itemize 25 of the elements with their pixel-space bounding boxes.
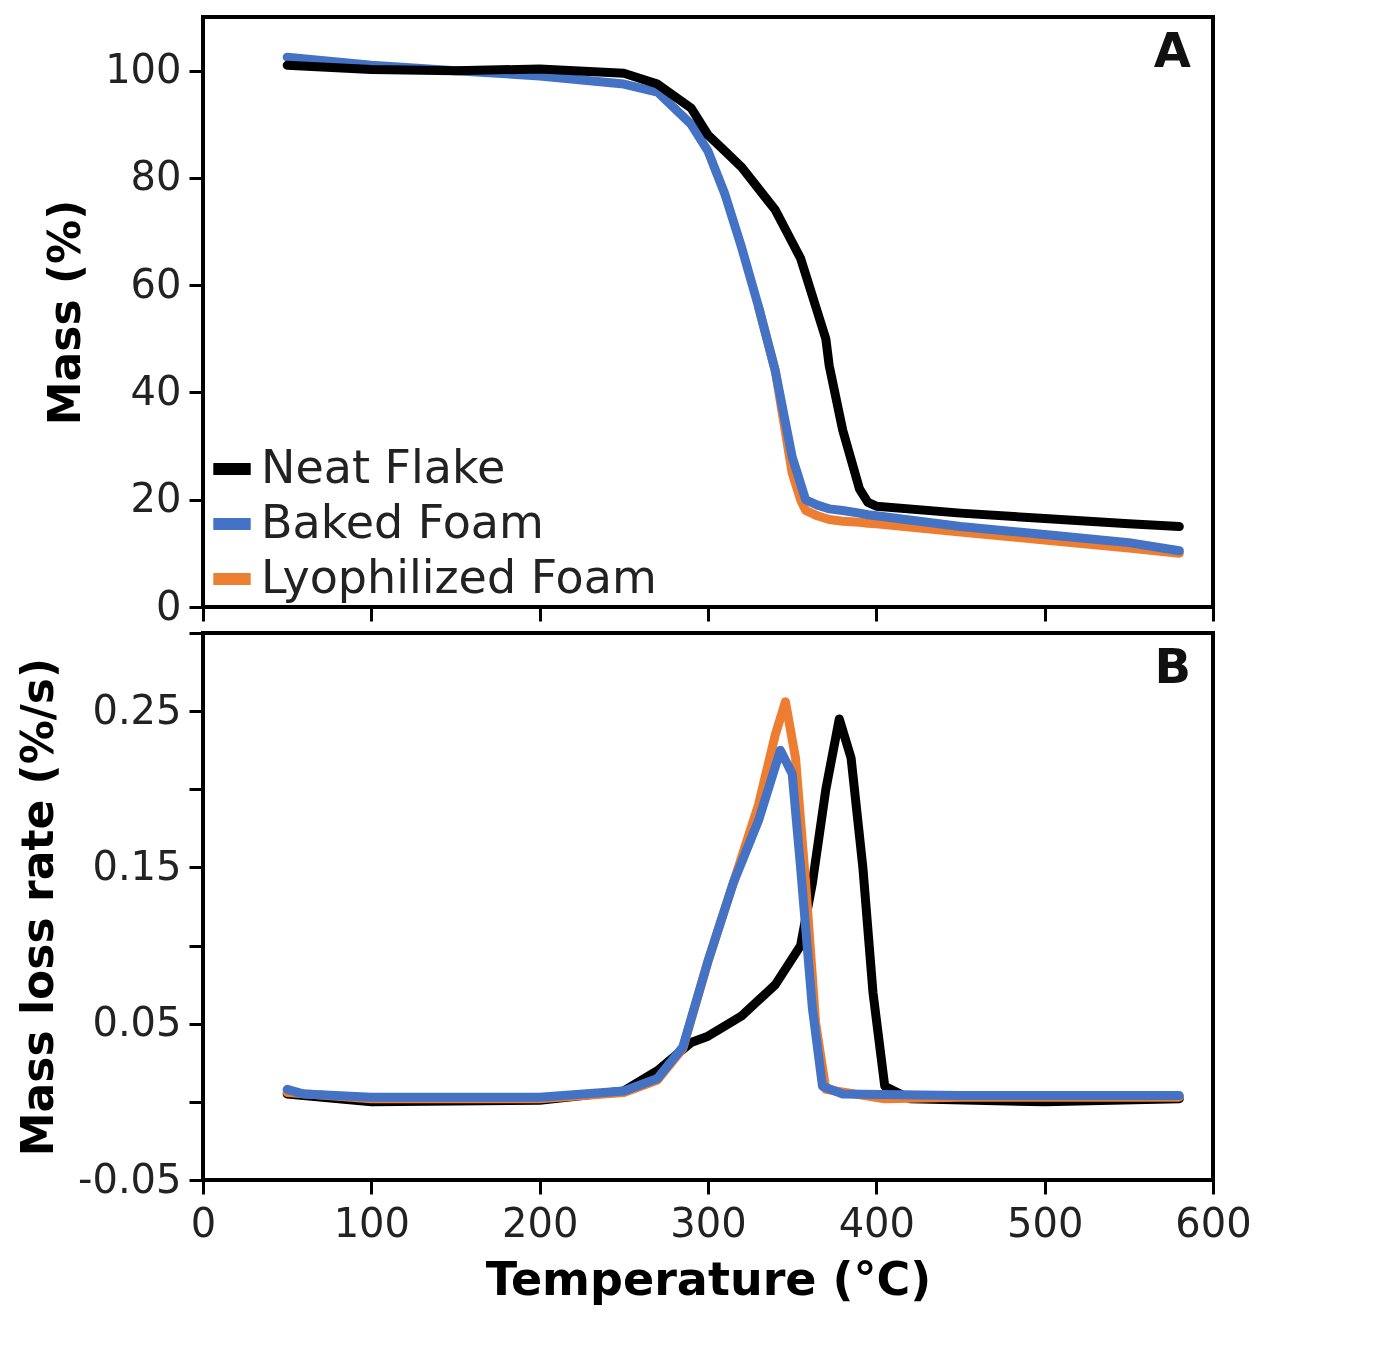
x-tick-label: 200: [501, 1199, 579, 1246]
x-axis-title: Temperature (°C): [485, 1251, 932, 1306]
y-tick-label: 0.05: [92, 999, 182, 1046]
legend-label: Lyophilized Foam: [261, 550, 657, 604]
x-tick-label: 300: [670, 1199, 747, 1246]
y-tick-label: 0: [156, 582, 182, 629]
y-tick-label: 60: [130, 260, 182, 307]
annotation: B: [1154, 638, 1191, 694]
y-axis-title: Mass (%): [39, 199, 91, 426]
x-tick-label: 0: [190, 1199, 217, 1246]
x-tick-label: 100: [333, 1199, 411, 1246]
y-axis-title: Mass loss rate (%/s): [12, 657, 63, 1157]
y-tick-label: 20: [130, 475, 182, 522]
y-tick-label: 80: [130, 153, 182, 200]
y-tick-label: 40: [130, 367, 182, 414]
annotation: A: [1153, 22, 1191, 78]
legend-label: Neat Flake: [261, 440, 506, 494]
legend-label: Baked Foam: [261, 495, 544, 549]
y-tick-label: 0.15: [92, 842, 182, 889]
y-tick-label: 0.25: [92, 686, 182, 733]
x-tick-label: 400: [838, 1199, 916, 1246]
x-tick-label: 600: [1175, 1199, 1252, 1246]
y-tick-label: -0.05: [78, 1155, 182, 1202]
y-tick-label: 100: [105, 46, 182, 93]
x-tick-label: 500: [1006, 1199, 1084, 1246]
